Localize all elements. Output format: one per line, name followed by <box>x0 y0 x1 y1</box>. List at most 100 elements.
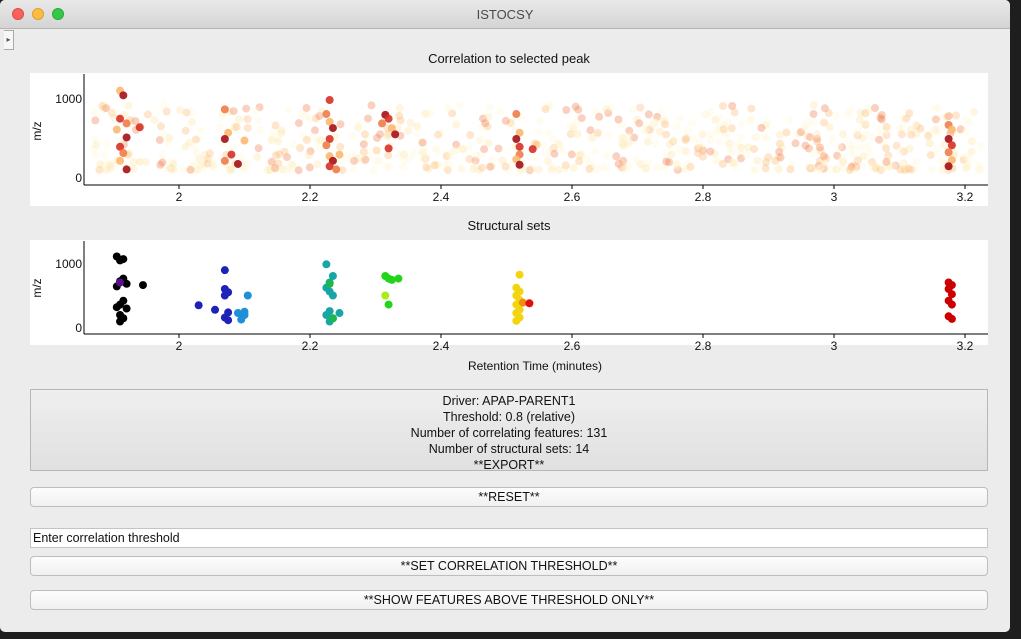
background-point <box>534 128 543 137</box>
background-point <box>815 143 824 152</box>
background-point <box>602 105 611 114</box>
background-point <box>541 105 550 114</box>
background-point <box>809 101 818 110</box>
background-point <box>125 149 133 157</box>
background-point <box>582 154 591 163</box>
correlated-point <box>119 149 128 158</box>
background-point <box>576 150 585 159</box>
zoom-window-button[interactable] <box>52 8 64 20</box>
structural-sets-scatter-plot[interactable]: 1000 0 m/z 2 2.2 2.4 2.6 2.8 3 3.2 Retention T… <box>30 240 988 374</box>
background-point <box>797 128 806 136</box>
background-point <box>423 152 432 161</box>
background-point <box>852 162 860 171</box>
set-points <box>112 252 956 326</box>
background-point <box>472 150 481 159</box>
background-point <box>569 128 578 137</box>
correlation-scatter-plot[interactable]: 1000 0 m/z 2 2.2 2.4 2.6 2.8 3 3.2 <box>30 73 988 206</box>
background-point <box>422 163 431 172</box>
correlated-point <box>220 135 229 143</box>
background-point <box>882 144 891 153</box>
background-point <box>595 112 604 121</box>
background-point <box>820 152 828 161</box>
close-window-button[interactable] <box>12 8 24 20</box>
background-point <box>900 147 908 156</box>
background-point <box>536 117 544 126</box>
structural-sets-plot-title: Structural sets <box>467 218 551 233</box>
correlation-threshold-input[interactable]: Enter correlation threshold <box>30 528 988 548</box>
background-point <box>575 151 584 160</box>
background-point <box>159 150 168 159</box>
correlated-point <box>112 125 121 134</box>
background-point <box>813 130 821 139</box>
background-point <box>859 152 868 161</box>
background-point <box>706 130 715 139</box>
correlated-point <box>947 125 956 134</box>
background-point <box>316 135 325 144</box>
background-point <box>861 120 870 129</box>
background-point <box>716 122 725 131</box>
background-point <box>348 149 357 158</box>
correlation-plot-title: Correlation to selected peak <box>428 51 590 66</box>
x-ticks: 2 2.2 2.4 2.6 2.8 3 3.2 <box>176 334 974 353</box>
background-point <box>100 104 108 113</box>
background-point <box>253 152 262 161</box>
correlated-point <box>332 165 341 174</box>
background-point <box>750 145 759 154</box>
background-point <box>156 122 165 131</box>
background-point <box>484 112 493 121</box>
minimize-window-button[interactable] <box>32 8 44 20</box>
background-point <box>437 129 446 138</box>
background-point <box>636 103 645 112</box>
background-point <box>956 125 965 134</box>
background-point <box>819 159 828 168</box>
background-point <box>855 115 864 124</box>
background-point <box>619 141 628 150</box>
background-point <box>494 144 503 153</box>
set-correlation-threshold-button[interactable]: **SET CORRELATION THRESHOLD** <box>30 556 988 576</box>
background-point <box>359 148 368 156</box>
background-point <box>849 161 858 170</box>
set-point <box>138 281 147 290</box>
background-point <box>723 118 732 127</box>
correlated-point <box>391 130 400 139</box>
export-summary-button[interactable]: Driver: APAP-PARENT1 Threshold: 0.8 (rel… <box>30 389 988 472</box>
background-point <box>831 111 840 120</box>
background-point <box>439 161 448 170</box>
background-point <box>896 165 905 174</box>
correlated-point <box>135 123 144 132</box>
correlated-point <box>947 141 956 150</box>
background-point <box>399 150 408 159</box>
correlated-point <box>387 124 396 133</box>
y-axis-label: m/z <box>30 278 44 297</box>
title-bar: ISTOCSY <box>0 0 1010 29</box>
background-point <box>270 126 279 135</box>
background-point <box>169 160 178 168</box>
background-point <box>434 130 442 139</box>
background-point <box>832 165 841 174</box>
background-point <box>496 107 505 116</box>
istocsy-window: ISTOCSY ▸ Correlation to selected peak 1… <box>0 0 1010 632</box>
background-point <box>301 112 310 120</box>
background-point <box>926 151 935 160</box>
background-point <box>645 125 654 134</box>
background-point <box>442 152 451 161</box>
background-point <box>719 125 728 134</box>
x-tick-label: 2.8 <box>695 190 712 204</box>
show-features-above-threshold-button[interactable]: **SHOW FEATURES ABOVE THRESHOLD ONLY** <box>30 590 988 610</box>
background-point <box>179 165 187 174</box>
reset-button[interactable]: **RESET** <box>30 487 988 507</box>
background-point <box>661 120 669 129</box>
x-axis-label: Retention Time (minutes) <box>468 359 602 373</box>
background-point <box>658 115 667 124</box>
correlated-point <box>240 136 249 145</box>
background-point <box>306 115 314 124</box>
background-point <box>630 133 639 142</box>
set-point <box>384 300 393 309</box>
background-point <box>688 118 696 127</box>
background-point <box>586 126 595 135</box>
background-point <box>471 156 480 165</box>
background-point <box>885 163 894 172</box>
background-point <box>359 157 368 166</box>
background-point <box>359 140 368 149</box>
dock-handle-icon[interactable]: ▸ <box>4 30 14 50</box>
